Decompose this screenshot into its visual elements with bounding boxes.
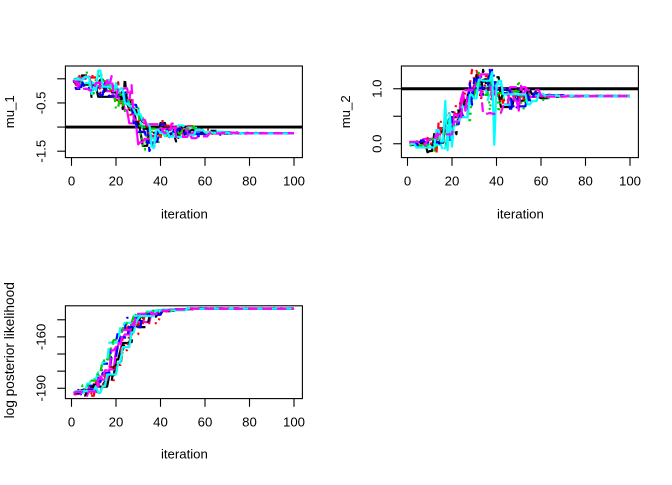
svg-text:0: 0 — [68, 174, 75, 189]
svg-text:-1.5: -1.5 — [34, 140, 49, 163]
svg-text:40: 40 — [489, 174, 504, 189]
svg-text:mu_2: mu_2 — [338, 95, 353, 128]
svg-text:40: 40 — [153, 415, 168, 430]
svg-text:0: 0 — [404, 174, 411, 189]
svg-text:100: 100 — [283, 415, 305, 430]
svg-text:-160: -160 — [34, 324, 49, 350]
svg-text:40: 40 — [153, 174, 168, 189]
svg-text:80: 80 — [242, 415, 257, 430]
svg-text:80: 80 — [578, 174, 593, 189]
svg-text:20: 20 — [109, 415, 124, 430]
svg-text:iteration: iteration — [161, 446, 208, 461]
svg-text:60: 60 — [198, 174, 213, 189]
svg-text:0: 0 — [68, 415, 75, 430]
svg-text:20: 20 — [445, 174, 460, 189]
svg-text:100: 100 — [619, 174, 641, 189]
svg-text:log posterior likelihood: log posterior likelihood — [2, 282, 17, 418]
svg-text:0.0: 0.0 — [370, 135, 385, 153]
svg-text:60: 60 — [198, 415, 213, 430]
svg-text:100: 100 — [283, 174, 305, 189]
svg-text:iteration: iteration — [161, 206, 208, 221]
svg-text:20: 20 — [109, 174, 124, 189]
svg-text:mu_1: mu_1 — [2, 95, 17, 128]
svg-text:iteration: iteration — [497, 206, 544, 221]
svg-text:80: 80 — [242, 174, 257, 189]
svg-text:-0.5: -0.5 — [34, 92, 49, 115]
svg-text:60: 60 — [534, 174, 549, 189]
svg-text:1.0: 1.0 — [370, 80, 385, 98]
svg-text:-190: -190 — [34, 375, 49, 401]
